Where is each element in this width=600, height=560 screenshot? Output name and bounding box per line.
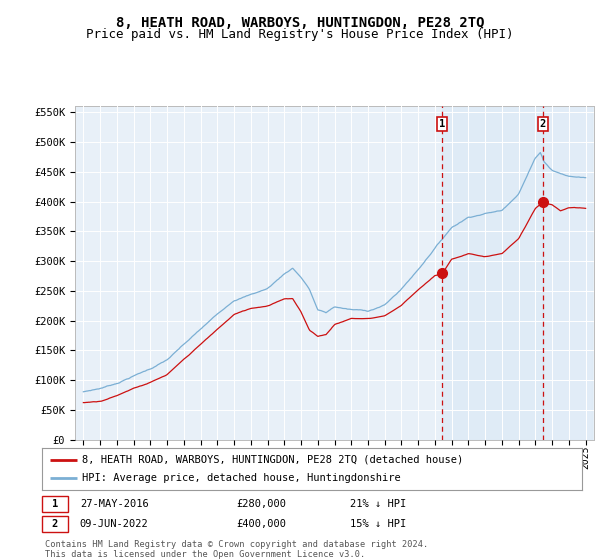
- Text: 15% ↓ HPI: 15% ↓ HPI: [350, 519, 406, 529]
- Text: Contains HM Land Registry data © Crown copyright and database right 2024.
This d: Contains HM Land Registry data © Crown c…: [45, 540, 428, 559]
- Text: Price paid vs. HM Land Registry's House Price Index (HPI): Price paid vs. HM Land Registry's House …: [86, 28, 514, 41]
- Text: 27-MAY-2016: 27-MAY-2016: [80, 500, 149, 510]
- Bar: [543, 106, 592, 440]
- Text: 2: 2: [539, 119, 546, 129]
- Text: 8, HEATH ROAD, WARBOYS, HUNTINGDON, PE28 2TQ (detached house): 8, HEATH ROAD, WARBOYS, HUNTINGDON, PE28…: [83, 455, 464, 465]
- Bar: [442, 106, 543, 440]
- Text: £400,000: £400,000: [236, 519, 286, 529]
- Text: 09-JUN-2022: 09-JUN-2022: [80, 519, 149, 529]
- Text: 2: 2: [52, 519, 58, 529]
- Text: HPI: Average price, detached house, Huntingdonshire: HPI: Average price, detached house, Hunt…: [83, 473, 401, 483]
- Text: 21% ↓ HPI: 21% ↓ HPI: [350, 500, 406, 510]
- FancyBboxPatch shape: [42, 516, 68, 532]
- Text: 1: 1: [439, 119, 445, 129]
- FancyBboxPatch shape: [42, 496, 68, 512]
- Text: 1: 1: [52, 500, 58, 510]
- Text: 8, HEATH ROAD, WARBOYS, HUNTINGDON, PE28 2TQ: 8, HEATH ROAD, WARBOYS, HUNTINGDON, PE28…: [116, 16, 484, 30]
- Text: £280,000: £280,000: [236, 500, 286, 510]
